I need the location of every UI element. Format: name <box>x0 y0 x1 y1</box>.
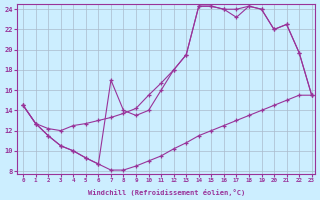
X-axis label: Windchill (Refroidissement éolien,°C): Windchill (Refroidissement éolien,°C) <box>88 189 245 196</box>
